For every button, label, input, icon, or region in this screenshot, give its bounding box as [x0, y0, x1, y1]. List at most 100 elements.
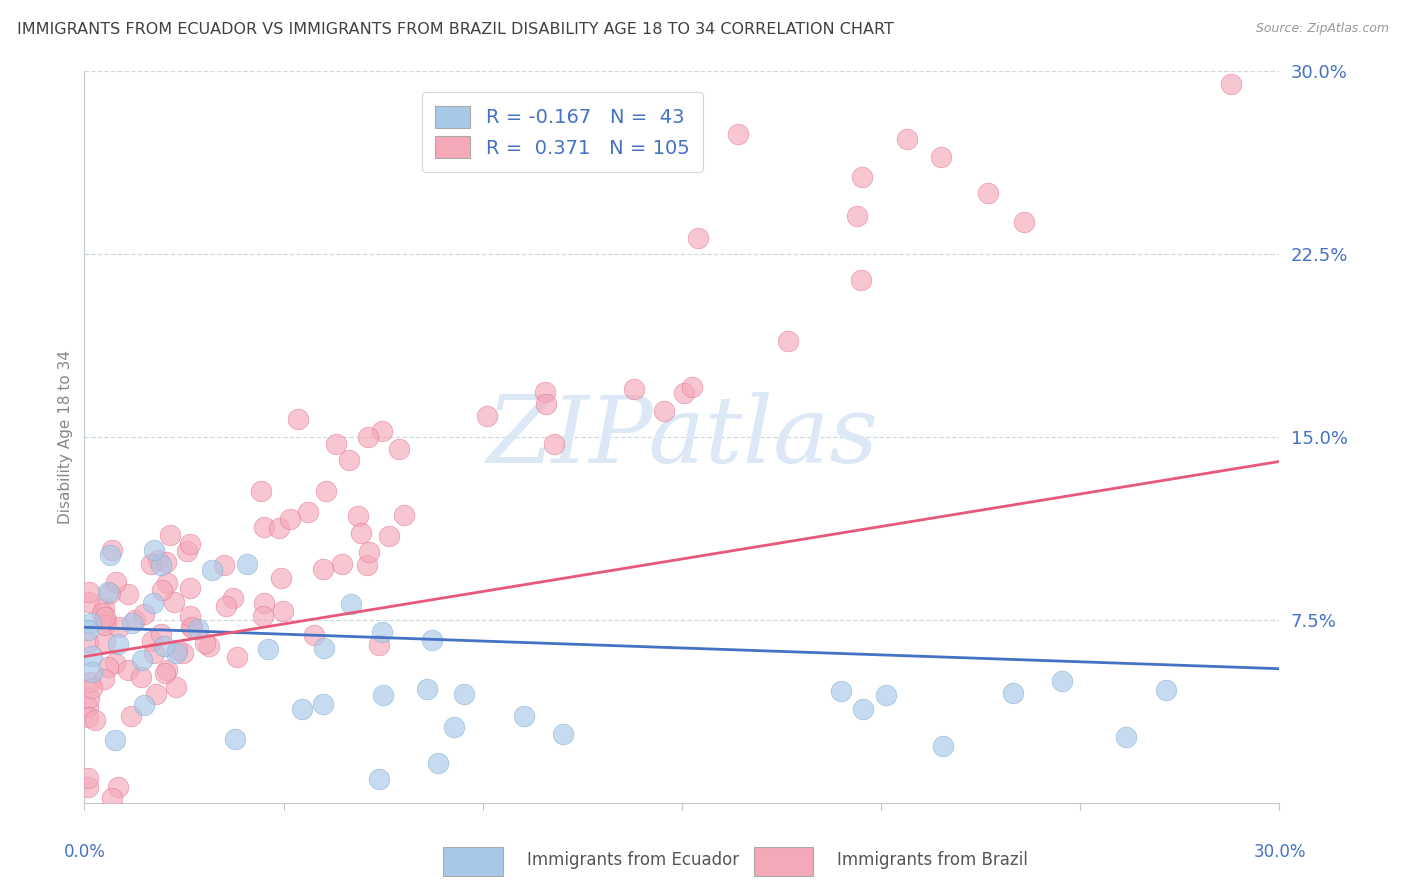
Point: [356, 558, 378, 573]
Text: IMMIGRANTS FROM ECUADOR VS IMMIGRANTS FROM BRAZIL DISABILITY AGE 18 TO 34 CORREL: IMMIGRANTS FROM ECUADOR VS IMMIGRANTS FR…: [17, 22, 894, 37]
Text: 0.0%: 0.0%: [63, 843, 105, 861]
Point: [94, 614, 117, 628]
Point: [896, 132, 918, 146]
Point: [94, 618, 117, 632]
Point: [79, 585, 101, 599]
Point: [235, 557, 257, 571]
Point: [131, 670, 153, 684]
Point: [163, 595, 186, 609]
Point: [252, 608, 274, 623]
Point: [1219, 77, 1241, 91]
Point: [443, 720, 465, 734]
Point: [849, 273, 872, 287]
Point: [269, 521, 291, 535]
Point: [681, 380, 703, 394]
Point: [104, 733, 127, 747]
Point: [155, 555, 177, 569]
Point: [77, 772, 100, 786]
Point: [371, 688, 394, 702]
Point: [297, 505, 319, 519]
Point: [337, 452, 360, 467]
Point: [120, 709, 142, 723]
Point: [347, 508, 370, 523]
Point: [371, 624, 394, 639]
Point: [623, 382, 645, 396]
Point: [93, 610, 115, 624]
Point: [153, 665, 176, 680]
Point: [77, 691, 100, 706]
Point: [145, 687, 167, 701]
Point: [512, 709, 534, 723]
Point: [1001, 686, 1024, 700]
Point: [367, 638, 389, 652]
Y-axis label: Disability Age 18 to 34: Disability Age 18 to 34: [58, 350, 73, 524]
Point: [159, 528, 181, 542]
Point: [226, 649, 249, 664]
Point: [287, 412, 309, 426]
Point: [1012, 215, 1035, 229]
Point: [166, 643, 188, 657]
Point: [688, 231, 710, 245]
Point: [93, 601, 115, 615]
Point: [77, 595, 100, 609]
Point: [201, 563, 224, 577]
FancyBboxPatch shape: [754, 847, 814, 876]
Point: [392, 508, 415, 523]
Point: [212, 558, 235, 573]
Point: [149, 627, 172, 641]
Point: [330, 557, 353, 571]
Point: [93, 634, 115, 648]
Point: [156, 576, 179, 591]
Text: Source: ZipAtlas.com: Source: ZipAtlas.com: [1256, 22, 1389, 36]
Point: [117, 587, 139, 601]
Point: [551, 727, 574, 741]
Point: [146, 553, 169, 567]
Text: Immigrants from Ecuador: Immigrants from Ecuador: [527, 851, 738, 869]
Point: [104, 656, 127, 670]
Point: [845, 209, 868, 223]
Point: [420, 632, 443, 647]
FancyBboxPatch shape: [443, 847, 503, 876]
Point: [79, 674, 101, 689]
Point: [142, 596, 165, 610]
Point: [77, 623, 100, 637]
Point: [357, 544, 380, 558]
Point: [100, 548, 122, 562]
Point: [533, 385, 555, 400]
Point: [224, 731, 246, 746]
Point: [107, 780, 129, 795]
Point: [97, 585, 120, 599]
Point: [271, 604, 294, 618]
Point: [181, 620, 204, 634]
Point: [727, 127, 749, 141]
Point: [851, 169, 873, 184]
Point: [139, 557, 162, 571]
Point: [453, 686, 475, 700]
Point: [134, 607, 156, 621]
Point: [107, 637, 129, 651]
Point: [222, 591, 245, 606]
Point: [475, 409, 498, 423]
Point: [340, 597, 363, 611]
Point: [377, 529, 399, 543]
Point: [325, 437, 347, 451]
Point: [180, 620, 202, 634]
Point: [97, 660, 120, 674]
Point: [929, 150, 952, 164]
Point: [101, 791, 124, 805]
Point: [80, 665, 103, 679]
Point: [778, 334, 800, 348]
Point: [367, 772, 389, 786]
Text: 30.0%: 30.0%: [1253, 843, 1306, 861]
Point: [121, 616, 143, 631]
Point: [172, 646, 194, 660]
Point: [1115, 730, 1137, 744]
Point: [256, 642, 278, 657]
Point: [77, 634, 100, 648]
Point: [357, 430, 380, 444]
Point: [107, 620, 129, 634]
Point: [179, 581, 201, 595]
Point: [134, 698, 156, 713]
Point: [143, 647, 166, 661]
Point: [80, 615, 103, 630]
